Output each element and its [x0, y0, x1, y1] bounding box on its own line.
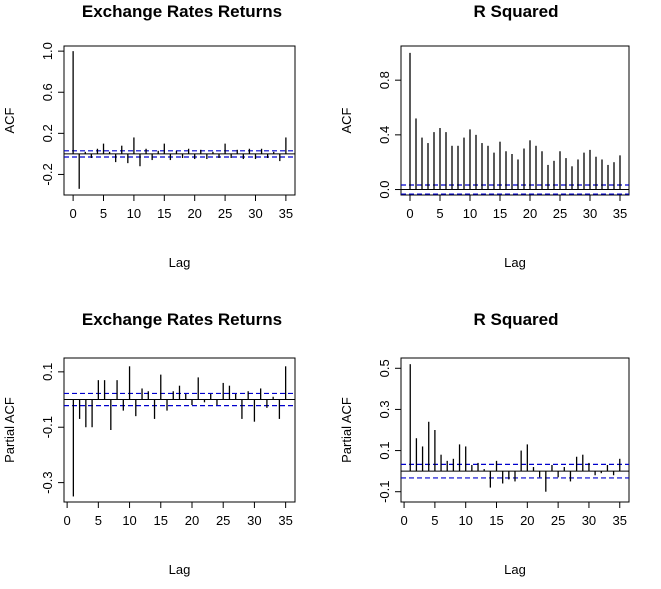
y-tick-label: 0.0	[377, 180, 392, 198]
x-axis-label: Lag	[504, 562, 526, 577]
plot-frame	[400, 45, 630, 196]
x-tick-label: 15	[489, 513, 503, 528]
x-tick-label: 20	[523, 206, 537, 221]
chart-title: R Squared	[473, 310, 559, 329]
x-tick-label: 0	[70, 206, 77, 221]
x-tick-label: 25	[216, 513, 230, 528]
x-tick-label: 0	[64, 513, 71, 528]
chart-title: R Squared	[473, 2, 559, 21]
x-tick-label: 35	[613, 206, 627, 221]
pacf-returns-chart: 0 5 10 15 20 25 30 35 -0.3 -0.1 0.1 Lag Partial ACF	[2, 357, 296, 577]
x-tick-label: 5	[431, 513, 438, 528]
y-tick-label: -0.1	[377, 481, 392, 503]
x-axis-label: Lag	[169, 255, 191, 270]
x-tick-label: 15	[493, 206, 507, 221]
x-tick-label: 0	[400, 513, 407, 528]
x-tick-label: 10	[463, 206, 477, 221]
y-axis-label: ACF	[2, 107, 17, 133]
y-tick-label: 0.3	[377, 400, 392, 418]
x-tick-label: 30	[248, 206, 262, 221]
plot-frame	[400, 357, 630, 503]
plot-frame	[63, 45, 296, 196]
acf-returns-chart: 0 5 10 15 20 25 30 35 -0.2 0.2 0.6 1.0 Lag ACF	[2, 42, 296, 270]
x-tick-label: 25	[218, 206, 232, 221]
y-tick-label: 0.4	[377, 126, 392, 144]
x-tick-label: 20	[520, 513, 534, 528]
x-tick-label: 5	[436, 206, 443, 221]
y-axis-label: Partial ACF	[339, 397, 354, 463]
x-tick-label: 20	[187, 206, 201, 221]
x-tick-label: 20	[185, 513, 199, 528]
x-tick-label: 35	[278, 513, 292, 528]
y-tick-label: 0.5	[377, 359, 392, 377]
x-tick-label: 30	[583, 206, 597, 221]
plot-frame	[63, 357, 296, 503]
x-tick-label: 10	[458, 513, 472, 528]
x-tick-label: 5	[95, 513, 102, 528]
pacf-returns-panel: Exchange Rates Returns 0 5 10 15 20 25 30 35 -0.…	[0, 295, 330, 589]
x-tick-label: 25	[553, 206, 567, 221]
y-tick-label: 0.2	[40, 124, 55, 142]
acf-rsquared-panel: R Squared 0 5 10 15 20 25 30 35 0.0 0.4 0.8 Lag ACF	[331, 0, 661, 295]
x-tick-label: 35	[613, 513, 627, 528]
y-axis-label: Partial ACF	[2, 397, 17, 463]
y-tick-label: 0.1	[377, 442, 392, 460]
x-tick-label: 30	[247, 513, 261, 528]
y-tick-label: 0.6	[40, 83, 55, 101]
pacf-rsquared-chart: 0 5 10 15 20 25 30 35 -0.1 0.1 0.3 0.5 Lag Partial AC…	[339, 357, 630, 577]
y-axis-label: ACF	[339, 107, 354, 133]
acf-rsquared-chart: 0 5 10 15 20 25 30 35 0.0 0.4 0.8 Lag ACF	[339, 45, 630, 270]
x-axis-label: Lag	[504, 255, 526, 270]
y-tick-label: -0.1	[40, 416, 55, 438]
y-tick-label: 0.1	[40, 363, 55, 381]
y-tick-label: -0.2	[40, 163, 55, 185]
x-tick-label: 10	[122, 513, 136, 528]
acf-returns-panel: Exchange Rates Returns 0 5 10 15 20 25 30 35 -0.…	[0, 0, 330, 295]
x-tick-label: 5	[100, 206, 107, 221]
x-tick-label: 10	[127, 206, 141, 221]
x-tick-label: 0	[406, 206, 413, 221]
x-axis-label: Lag	[169, 562, 191, 577]
y-tick-label: 1.0	[40, 42, 55, 60]
chart-title: Exchange Rates Returns	[81, 310, 283, 329]
x-tick-label: 15	[157, 206, 171, 221]
pacf-rsquared-panel: R Squared 0 5 10 15 20 25 30 35 -0.1 0.1 0.3 0.5 Lag…	[331, 295, 661, 589]
x-tick-label: 30	[582, 513, 596, 528]
x-tick-label: 35	[279, 206, 293, 221]
x-tick-label: 25	[551, 513, 565, 528]
y-tick-label: -0.3	[40, 471, 55, 493]
y-tick-label: 0.8	[377, 71, 392, 89]
x-tick-label: 15	[154, 513, 168, 528]
chart-title: Exchange Rates Returns	[81, 2, 283, 21]
